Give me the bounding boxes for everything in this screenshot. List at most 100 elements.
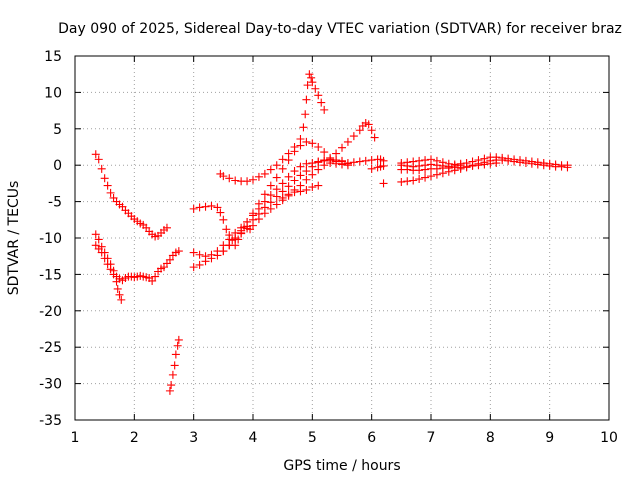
data-point bbox=[308, 78, 317, 87]
data-point bbox=[539, 161, 548, 170]
data-point bbox=[308, 183, 317, 192]
data-point bbox=[165, 255, 174, 264]
data-point bbox=[243, 217, 252, 226]
data-point bbox=[278, 179, 287, 188]
data-point bbox=[284, 172, 293, 181]
data-point bbox=[171, 350, 180, 359]
chart-title: Day 090 of 2025, Sidereal Day-to-day VTE… bbox=[58, 21, 622, 37]
data-point bbox=[272, 173, 281, 182]
data-point bbox=[254, 209, 263, 218]
x-tick-label: 7 bbox=[427, 430, 436, 446]
data-point bbox=[237, 226, 246, 235]
data-point bbox=[195, 203, 204, 212]
data-point bbox=[266, 198, 275, 207]
data-point bbox=[421, 173, 430, 182]
data-point bbox=[320, 105, 329, 114]
data-point bbox=[148, 276, 157, 285]
data-point bbox=[432, 161, 441, 170]
data-point bbox=[444, 162, 453, 171]
data-point bbox=[486, 159, 495, 168]
data-point bbox=[409, 162, 418, 171]
data-point bbox=[427, 160, 435, 169]
data-point bbox=[168, 370, 177, 379]
data-point bbox=[284, 156, 293, 165]
data-point bbox=[308, 162, 317, 171]
y-tick-label: -25 bbox=[39, 340, 62, 356]
data-point bbox=[249, 175, 257, 184]
data-point bbox=[195, 260, 204, 269]
data-point bbox=[332, 159, 341, 168]
data-point bbox=[317, 98, 326, 107]
series-track-14 bbox=[379, 179, 388, 188]
data-point bbox=[370, 133, 379, 142]
data-point bbox=[462, 163, 471, 172]
data-point bbox=[355, 157, 364, 166]
y-axis: 15 10 5 0 -5 -10 -15 -20 -25 -30 -35 bbox=[39, 49, 609, 429]
data-point bbox=[225, 241, 234, 250]
data-point bbox=[303, 81, 312, 90]
data-point bbox=[260, 169, 269, 178]
data-point bbox=[290, 167, 299, 176]
data-point bbox=[189, 248, 198, 257]
data-point bbox=[302, 95, 311, 104]
data-point bbox=[260, 203, 269, 212]
data-point bbox=[397, 177, 406, 186]
data-point bbox=[305, 70, 314, 79]
data-point bbox=[260, 190, 269, 199]
data-point bbox=[91, 150, 100, 159]
data-point bbox=[456, 161, 465, 170]
data-point bbox=[296, 162, 305, 171]
data-point bbox=[219, 215, 228, 224]
x-tick-label: 5 bbox=[308, 430, 317, 446]
data-point bbox=[103, 260, 112, 269]
series-track-1 bbox=[91, 150, 171, 241]
data-point bbox=[296, 181, 305, 190]
x-tick-label: 1 bbox=[71, 430, 80, 446]
data-point bbox=[97, 164, 106, 173]
data-point bbox=[349, 158, 358, 167]
data-point bbox=[415, 161, 424, 170]
data-point bbox=[201, 257, 210, 266]
data-point bbox=[367, 126, 376, 135]
data-point bbox=[97, 248, 106, 257]
data-point bbox=[272, 192, 281, 201]
x-tick-label: 6 bbox=[367, 430, 376, 446]
data-point bbox=[492, 159, 501, 168]
data-point bbox=[231, 176, 240, 185]
data-point bbox=[302, 185, 311, 194]
data-point bbox=[165, 386, 174, 395]
data-point bbox=[302, 167, 311, 176]
series-track-3 bbox=[91, 241, 126, 304]
data-point bbox=[504, 156, 513, 165]
data-point bbox=[284, 190, 293, 199]
data-point bbox=[213, 251, 222, 260]
data-point bbox=[103, 181, 112, 190]
data-point bbox=[326, 159, 335, 168]
data-point bbox=[468, 161, 477, 170]
data-point bbox=[112, 277, 121, 286]
data-point bbox=[409, 176, 418, 185]
data-point bbox=[249, 209, 257, 218]
y-axis-title: SDTVAR / TECUs bbox=[6, 181, 22, 296]
data-point bbox=[106, 188, 115, 197]
data-point bbox=[266, 181, 275, 190]
y-tick-label: 0 bbox=[53, 158, 62, 174]
data-point bbox=[450, 161, 459, 170]
data-point bbox=[314, 91, 323, 100]
data-point bbox=[320, 148, 329, 157]
data-point bbox=[216, 208, 225, 217]
data-point bbox=[361, 156, 370, 165]
x-axis-title: GPS time / hours bbox=[283, 458, 400, 474]
data-point bbox=[100, 254, 109, 263]
plot-frame bbox=[74, 55, 610, 421]
data-point bbox=[474, 161, 483, 170]
data-point bbox=[302, 137, 311, 146]
series-track-13 bbox=[367, 161, 388, 173]
data-point bbox=[338, 143, 346, 152]
y-tick-label: -30 bbox=[39, 377, 62, 393]
data-point bbox=[100, 174, 109, 183]
data-point bbox=[332, 149, 341, 158]
data-point bbox=[162, 223, 171, 232]
y-tick-label: 5 bbox=[53, 122, 62, 138]
